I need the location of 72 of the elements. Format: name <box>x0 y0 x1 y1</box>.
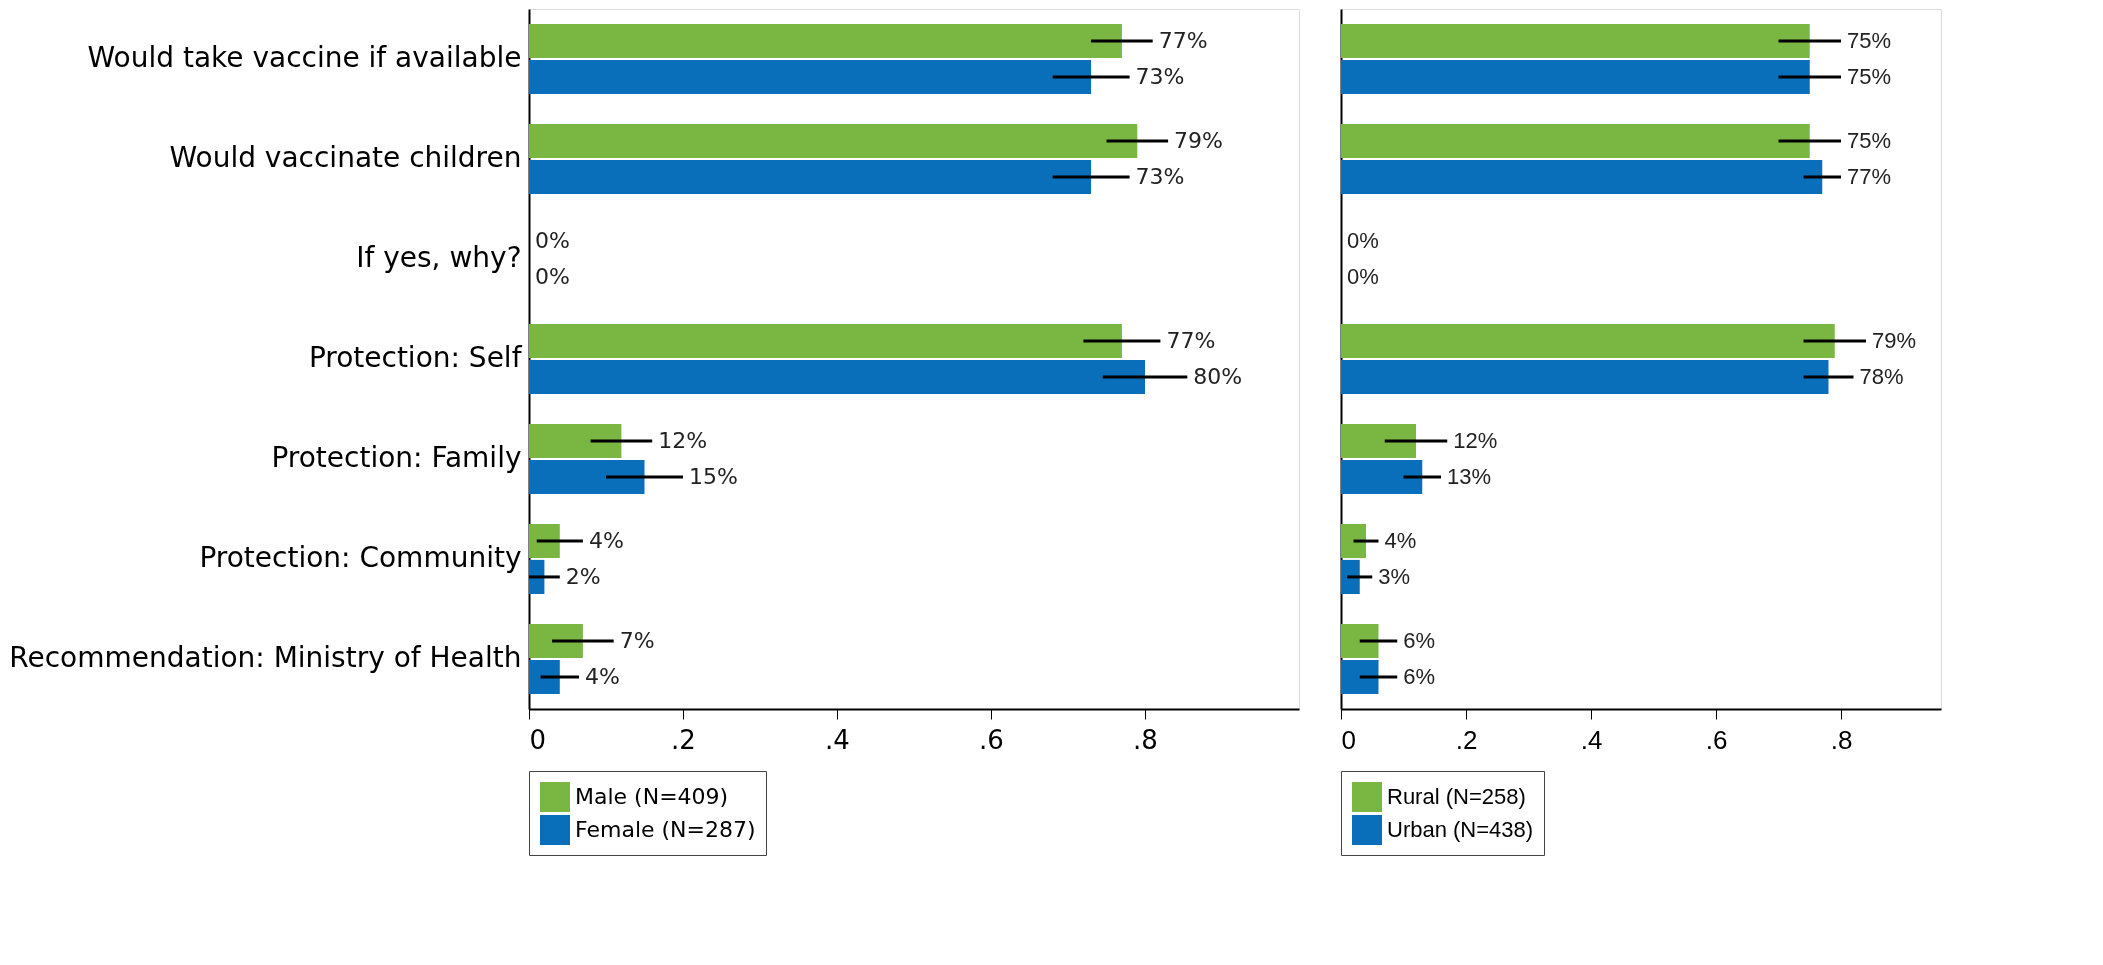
x-tick-label: .6 <box>979 724 1004 755</box>
bar <box>1341 459 1423 494</box>
y-tick-label: Protection: Family <box>271 441 522 474</box>
bar <box>1341 659 1379 694</box>
data-label: 75% <box>1847 28 1892 54</box>
bar <box>529 459 645 494</box>
data-label: 75% <box>1847 63 1892 89</box>
x-tick-label: 0 <box>1341 724 1356 755</box>
legend-label: Rural (N=258) <box>1387 784 1526 809</box>
data-label: 0% <box>1347 263 1379 289</box>
legend-label: Urban (N=438) <box>1387 817 1534 842</box>
data-label: 12% <box>658 428 708 454</box>
bar <box>529 159 1092 194</box>
y-tick-label: Protection: Self <box>308 341 523 374</box>
data-label: 78% <box>1859 363 1904 389</box>
bar <box>529 124 1138 159</box>
data-label: 6% <box>1403 663 1436 689</box>
bar <box>1341 124 1810 159</box>
data-label: 73% <box>1135 63 1185 89</box>
bar <box>529 659 560 694</box>
bar <box>529 524 560 559</box>
bar <box>529 24 1122 59</box>
x-tick-label: .2 <box>671 724 696 755</box>
bar <box>529 324 1122 359</box>
data-label: 2% <box>565 563 601 589</box>
data-label: 6% <box>1403 628 1436 654</box>
legend-label: Female (N=287) <box>575 817 756 842</box>
data-label: 79% <box>1174 128 1224 154</box>
bar <box>529 59 1092 94</box>
data-label: 77% <box>1166 328 1216 354</box>
data-label: 7% <box>619 628 655 654</box>
data-label: 80% <box>1193 363 1243 389</box>
data-label: 15% <box>689 463 738 489</box>
x-tick-label: 0 <box>529 724 547 755</box>
data-label: 79% <box>1872 328 1917 354</box>
data-label: 4% <box>1384 528 1417 554</box>
data-label: 4% <box>585 663 620 689</box>
x-tick-label: .6 <box>1705 724 1728 755</box>
data-label: 4% <box>588 528 624 554</box>
x-tick-label: .8 <box>1830 724 1853 755</box>
x-tick-label: .8 <box>1133 724 1158 755</box>
bar <box>1341 359 1829 394</box>
legend-label: Male (N=409) <box>575 784 729 809</box>
bar <box>529 424 622 459</box>
y-tick-label: Would vaccinate children <box>169 141 522 174</box>
data-label: 0% <box>535 228 570 254</box>
data-label: 77% <box>1158 28 1208 54</box>
data-label: 13% <box>1447 463 1492 489</box>
x-tick-label: .2 <box>1455 724 1478 755</box>
bar <box>1341 559 1360 594</box>
data-label: 0% <box>1347 228 1379 254</box>
data-label: 73% <box>1135 163 1185 189</box>
bar <box>1341 24 1810 59</box>
bar <box>529 359 1145 394</box>
data-label: 0% <box>535 263 570 289</box>
bar <box>529 624 583 659</box>
data-label: 77% <box>1847 163 1892 189</box>
data-label: 12% <box>1453 428 1498 454</box>
y-tick-label: Would take vaccine if available <box>87 41 522 74</box>
bar <box>1341 59 1810 94</box>
y-tick-label: If yes, why? <box>356 241 522 274</box>
bar <box>1341 524 1366 559</box>
y-tick-label: Recommendation: Ministry of Health <box>9 641 522 674</box>
data-label: 75% <box>1847 128 1892 154</box>
bar <box>1341 324 1835 359</box>
bar <box>1341 424 1416 459</box>
data-label: 3% <box>1378 563 1411 589</box>
y-tick-label: Protection: Community <box>199 541 522 574</box>
x-tick-label: .4 <box>1580 724 1603 755</box>
bar <box>1341 624 1379 659</box>
bar <box>1341 159 1823 194</box>
x-tick-label: .4 <box>825 724 850 755</box>
